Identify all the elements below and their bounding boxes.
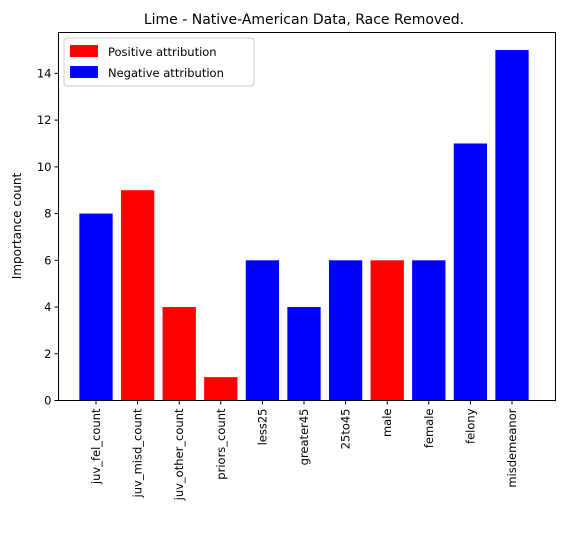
x-tick-label-greater45: greater45 [297,409,311,466]
legend-swatch-positive [70,45,98,57]
legend-label-negative: Negative attribution [108,66,224,80]
x-tick-label-25to45: 25to45 [339,409,353,450]
x-tick-label-priors_count: priors_count [214,408,228,480]
bar-less25 [245,260,280,401]
y-tick-label: 0 [44,394,51,408]
x-tick-label-felony: felony [463,408,477,444]
bar-felony [453,143,488,401]
y-tick-label: 4 [44,300,51,314]
x-tick-label-juv_fel_count: juv_fel_count [89,408,103,485]
bar-juv_other_count [162,307,196,401]
y-tick-label: 14 [37,66,52,80]
y-tick-label: 10 [37,160,52,174]
x-tick-label-misdemeanor: misdemeanor [505,408,519,487]
legend-label-positive: Positive attribution [108,45,217,59]
chart-title: Lime - Native-American Data, Race Remove… [144,12,464,28]
bar-25to45 [328,260,363,401]
bar-juv_misd_count [120,190,155,401]
y-tick-label: 6 [44,253,51,267]
plot-frame [58,32,556,401]
y-tick-label: 12 [37,113,52,127]
bar-greater45 [287,307,321,401]
legend-box [63,37,255,87]
y-ticks-group: 0 2 4 6 8 10 12 14 [37,66,59,408]
legend-swatch-negative [70,66,98,78]
x-tick-label-juv_other_count: juv_other_count [172,408,186,501]
bar-juv_fel_count [79,213,113,401]
x-tick-label-less25: less25 [255,409,269,446]
x-tick-label-female: female [422,409,436,449]
legend: Positive attribution Negative attribution [63,37,255,87]
x-tick-label-juv_misd_count: juv_misd_count [131,408,145,498]
y-tick-label: 2 [44,347,51,361]
y-axis-label: Importance count [10,172,24,279]
bar-male [370,260,404,401]
bar-female [412,260,446,401]
bar-misdemeanor [495,50,529,401]
x-ticks-group: juv_fel_count juv_misd_count juv_other_cou… [89,400,519,501]
y-tick-label: 8 [44,207,51,221]
x-tick-label-male: male [380,409,394,438]
bars-group [79,50,529,401]
bar-priors_count [204,377,238,401]
